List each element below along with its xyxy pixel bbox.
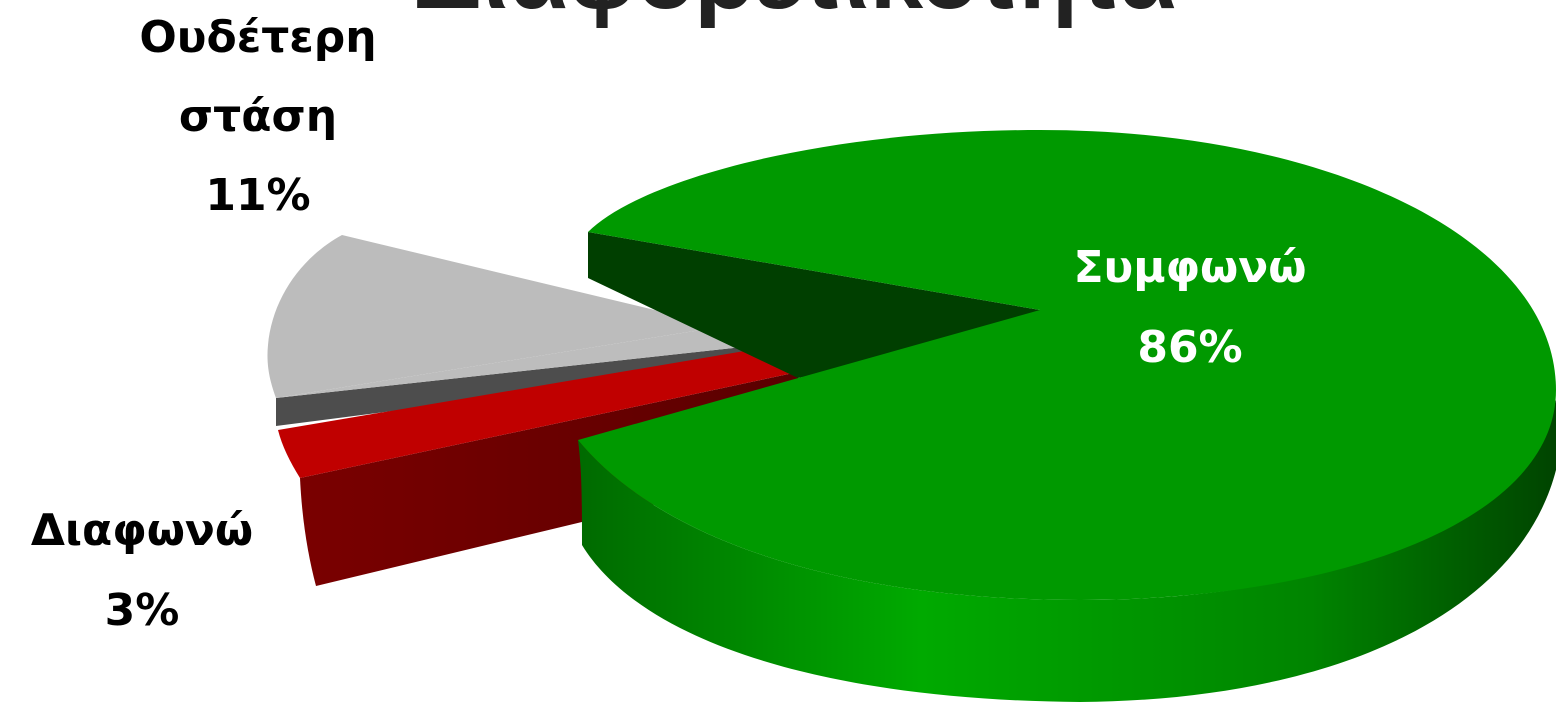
slice-disagree-top [278,342,798,478]
slice-agree [578,130,1556,702]
label-disagree: Διαφωνώ 3% [31,505,253,636]
slice-agree-inner-wall [588,232,1040,378]
chart-title: Διαφορετικότητα [413,0,1176,29]
slice-agree-side [578,400,1556,702]
slice-neutral-face [276,316,788,398]
slice-neutral [267,235,788,426]
label-neutral: Ουδέτερη στάση 11% [139,12,376,221]
slice-agree-top [578,130,1556,600]
label-agree: Συμφωνώ 86% [1073,242,1306,373]
slice-neutral-side [276,342,788,426]
label-neutral-name-line1: Ουδέτερη [139,12,376,63]
slice-neutral-top [267,235,788,398]
label-agree-value: 86% [1137,322,1242,373]
label-agree-name: Συμφωνώ [1073,242,1306,293]
label-disagree-value: 3% [105,585,180,636]
label-disagree-name: Διαφωνώ [31,505,253,556]
label-neutral-name-line2: στάση [179,91,337,142]
label-neutral-value: 11% [205,170,310,221]
